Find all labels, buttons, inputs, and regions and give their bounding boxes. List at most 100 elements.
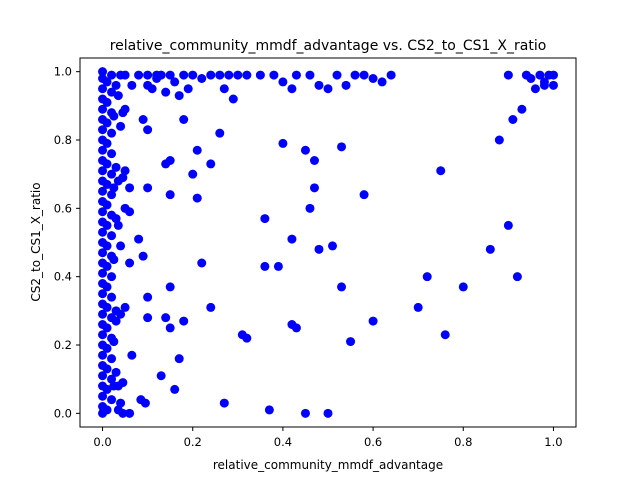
scatter-point (107, 231, 117, 241)
scatter-point (192, 193, 202, 203)
scatter-point (300, 408, 310, 418)
scatter-point (300, 145, 310, 155)
scatter-point (350, 70, 360, 80)
scatter-point (125, 258, 135, 268)
scatter-point (278, 77, 288, 87)
scatter-point (215, 128, 225, 138)
scatter-point (102, 384, 112, 394)
scatter-point (98, 350, 108, 360)
scatter-point (503, 220, 513, 230)
scatter-point (309, 156, 319, 165)
scatter-point (436, 166, 446, 176)
scatter-point (314, 80, 324, 90)
scatter-point (165, 70, 175, 80)
scatter-point (107, 169, 117, 179)
scatter-point (368, 316, 378, 326)
scatter-point (109, 255, 119, 265)
scatter-point (116, 398, 126, 408)
scatter-point (255, 70, 265, 80)
scatter-point (188, 70, 198, 80)
x-tick-label: 0.6 (364, 435, 382, 449)
scatter-point (359, 70, 369, 80)
scatter-point (98, 248, 108, 258)
scatter-point (219, 398, 229, 408)
scatter-point (377, 77, 387, 87)
scatter-point (102, 261, 112, 271)
scatter-point (539, 80, 549, 90)
scatter-point (233, 70, 243, 80)
scatter-point (102, 138, 112, 148)
y-tick-label: 1.0 (54, 65, 72, 79)
scatter-point (188, 169, 198, 179)
scatter-point (197, 258, 207, 268)
x-tick-label: 0.8 (454, 435, 472, 449)
scatter-point (228, 94, 238, 104)
scatter-point (170, 384, 180, 394)
scatter-point (512, 272, 522, 282)
scatter-point (197, 74, 207, 83)
scatter-point (98, 84, 108, 94)
scatter-point (368, 74, 378, 83)
scatter-point (127, 80, 137, 90)
scatter-point (147, 84, 157, 94)
scatter-point (526, 74, 536, 83)
scatter-point (107, 292, 117, 302)
scatter-point (323, 84, 333, 94)
scatter-point (98, 67, 108, 77)
scatter-point (98, 289, 108, 299)
scatter-point (107, 395, 117, 405)
scatter-point (165, 282, 175, 292)
scatter-point (530, 84, 540, 94)
scatter-point (291, 70, 301, 80)
scatter-point (156, 371, 166, 381)
scatter-point (102, 282, 112, 292)
scatter-point (508, 115, 518, 124)
scatter-point (113, 220, 123, 230)
scatter-point (346, 337, 356, 347)
scatter-point (309, 183, 319, 193)
scatter-point (143, 313, 153, 323)
y-tick-label: 0.6 (54, 201, 72, 215)
scatter-point (98, 227, 108, 237)
scatter-point (134, 70, 144, 80)
scatter-point (102, 77, 112, 87)
scatter-point (305, 70, 315, 80)
scatter-point (337, 282, 347, 292)
scatter-point (98, 166, 108, 176)
scatter-point (535, 70, 545, 80)
scatter-point (127, 350, 137, 360)
scatter-point (219, 84, 229, 94)
scatter-point (183, 84, 193, 94)
scatter-point (125, 183, 135, 193)
y-tick-label: 0.0 (54, 406, 72, 420)
scatter-point (192, 145, 202, 155)
scatter-point (118, 408, 128, 418)
scatter-point (111, 80, 121, 90)
scatter-point (107, 190, 117, 200)
scatter-point (273, 261, 283, 271)
scatter-point (111, 367, 121, 377)
scatter-point (440, 330, 450, 340)
scatter-point (224, 70, 234, 80)
scatter-point (485, 244, 495, 254)
scatter-point (116, 241, 126, 251)
scatter-point (102, 159, 112, 169)
scatter-point (111, 316, 121, 326)
scatter-point (98, 104, 108, 114)
scatter-point (264, 405, 274, 415)
scatter-point (116, 309, 126, 319)
scatter-point (332, 70, 342, 80)
scatter-point (107, 374, 117, 384)
scatter-point (323, 408, 333, 418)
scatter-point (102, 323, 112, 333)
x-axis-ticks: 0.0 0.2 0.4 0.6 0.8 1.0 (93, 427, 563, 449)
chart-title: relative_community_mmdf_advantage vs. CS… (110, 38, 547, 54)
scatter-point (161, 313, 171, 323)
scatter-point (107, 149, 117, 159)
scatter-point (138, 251, 148, 261)
scatter-point (109, 337, 119, 347)
scatter-point (242, 70, 252, 80)
scatter-point (165, 156, 175, 165)
scatter-point (109, 111, 119, 121)
scatter-point (291, 323, 301, 333)
